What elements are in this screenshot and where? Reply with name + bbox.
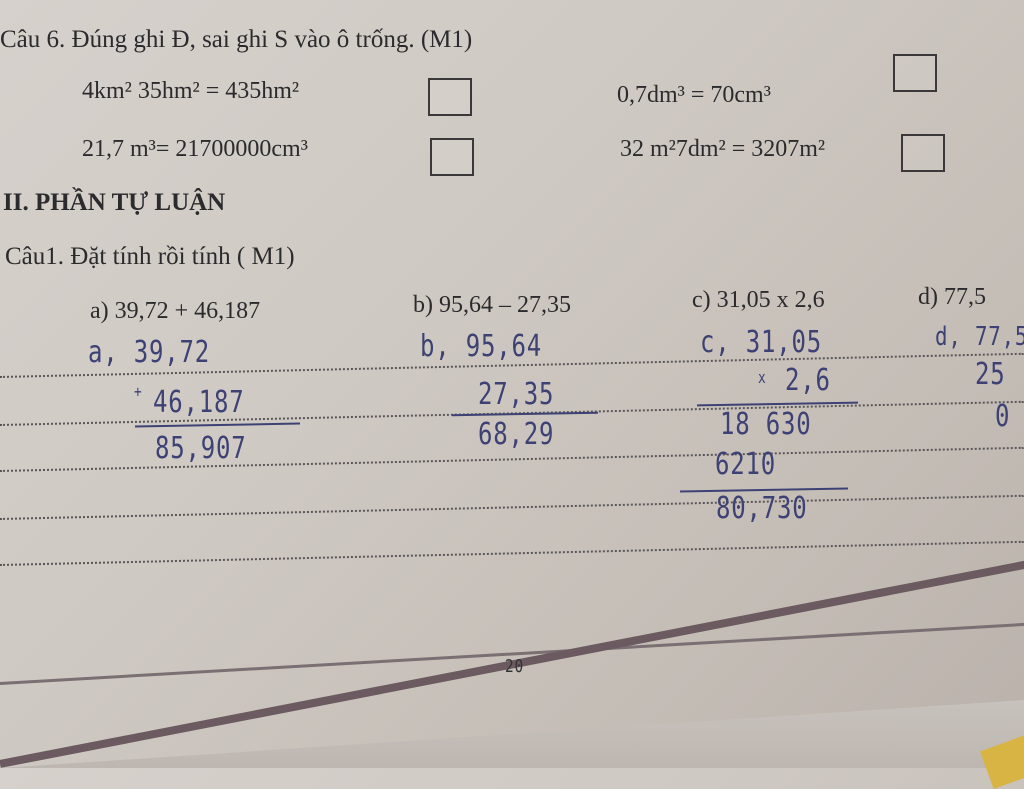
hw-c-result: 80,730 (716, 491, 808, 526)
part-b-label: b) 95,64 – 27,35 (413, 292, 571, 318)
hw-a-line1: a, 39,72 (88, 335, 210, 370)
hw-a-result: 85,907 (155, 431, 247, 466)
statement-2: 0,7dm³ = 70cm³ (617, 82, 771, 108)
part-d-label: d) 77,5 (918, 284, 986, 310)
answer-box-4[interactable] (901, 134, 945, 172)
question-1-title: Câu1. Đặt tính rồi tính ( M1) (5, 243, 295, 270)
part-a-label: a) 39,72 + 46,187 (90, 298, 261, 324)
writing-line (0, 494, 1024, 520)
hw-b-line2: 27,35 (478, 377, 555, 412)
section-2-heading: II. PHẦN TỰ LUẬN (3, 189, 226, 216)
hw-d-line1: d, 77,5 (935, 322, 1024, 352)
hw-d-line2: 25 (975, 357, 1006, 392)
hw-a-rule (134, 422, 301, 428)
hw-c-line1: c, 31,05 (700, 325, 822, 360)
answer-box-2[interactable] (893, 54, 937, 92)
answer-box-3[interactable] (430, 138, 474, 176)
hw-c-partial2: 6210 (715, 447, 776, 482)
hw-c-line2: 2,6 (785, 363, 831, 398)
part-c-label: c) 31,05 x 2,6 (692, 287, 825, 313)
statement-1: 4km² 35hm² = 435hm² (82, 78, 300, 104)
hw-c-operator: x (758, 368, 767, 387)
statement-3: 21,7 m³= 21700000cm³ (82, 136, 308, 162)
hw-d-line3: 0 (995, 399, 1011, 434)
hw-c-partial1: 18 630 (720, 407, 812, 442)
answer-box-1[interactable] (428, 78, 472, 116)
hw-b-result: 68,29 (478, 417, 555, 452)
hw-a-line2: 46,187 (153, 385, 245, 420)
page-mark: 20 (505, 656, 524, 677)
statement-4: 32 m²7dm² = 3207m² (620, 136, 826, 162)
question-6-title: Câu 6. Đúng ghi Đ, sai ghi S vào ô trống… (0, 26, 473, 53)
writing-line (0, 540, 1024, 566)
hw-a-operator: + (134, 382, 143, 401)
hw-b-line1: b, 95,64 (420, 329, 542, 364)
